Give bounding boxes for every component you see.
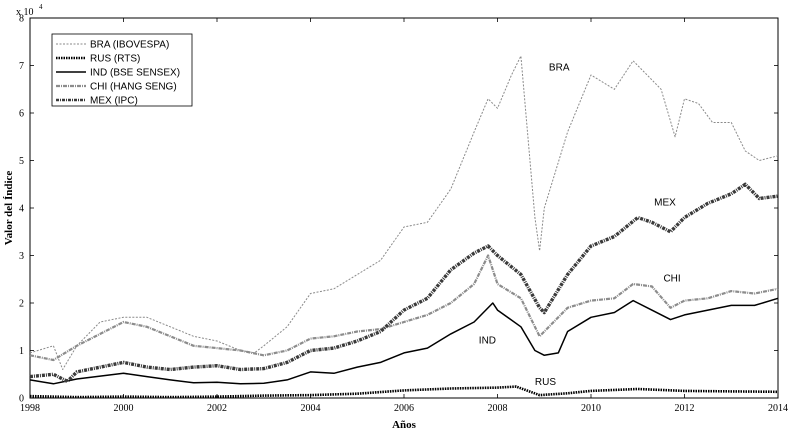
series-line-chi bbox=[29, 254, 779, 362]
y-axis-ticks: 0 1 2 3 4 5 6 7 8 bbox=[19, 14, 778, 405]
y-tick-label: 6 bbox=[19, 109, 24, 120]
annotation-bra: BRA bbox=[549, 62, 570, 73]
legend-label: MEX (IPC) bbox=[90, 96, 138, 107]
legend-label: BRA (IBOVESPA) bbox=[90, 40, 169, 51]
x-tick-label: 2000 bbox=[114, 403, 134, 414]
y-tick-label: 1 bbox=[19, 346, 24, 357]
series-lines bbox=[29, 55, 779, 399]
legend-box bbox=[51, 33, 193, 107]
y-axis-title: Valor del Índice bbox=[3, 171, 15, 246]
series-line-bra bbox=[29, 55, 779, 370]
legend-label: RUS (RTS) bbox=[90, 54, 140, 65]
legend-label: IND (BSE SENSEX) bbox=[90, 68, 180, 79]
annotation-chi: CHI bbox=[663, 274, 680, 285]
annotation-mex: MEX bbox=[654, 198, 676, 209]
y-tick-label: 8 bbox=[19, 14, 24, 25]
y-tick-label: 2 bbox=[19, 299, 24, 310]
x-tick-label: 1998 bbox=[20, 403, 40, 414]
x-axis-title: Años bbox=[392, 419, 417, 431]
y-tick-label: 3 bbox=[19, 251, 24, 262]
series-line-rus bbox=[29, 385, 779, 399]
y-tick-label: 4 bbox=[19, 204, 24, 215]
y-exponent-label: x 10 bbox=[16, 7, 34, 18]
y-tick-label: 0 bbox=[19, 394, 24, 405]
series-line-ind bbox=[29, 297, 779, 385]
x-tick-label: 2008 bbox=[488, 403, 508, 414]
x-tick-label: 2012 bbox=[675, 403, 695, 414]
x-tick-label: 2010 bbox=[581, 403, 601, 414]
y-tick-label: 5 bbox=[19, 156, 24, 167]
x-tick-label: 2014 bbox=[768, 403, 788, 414]
annotation-rus: RUS bbox=[535, 377, 556, 388]
series-annotations: BRA RUS IND CHI MEX bbox=[479, 62, 681, 388]
x-tick-label: 2004 bbox=[301, 403, 321, 414]
x-tick-label: 2002 bbox=[207, 403, 227, 414]
y-tick-label: 7 bbox=[19, 61, 24, 72]
x-tick-label: 2006 bbox=[394, 403, 414, 414]
y-exponent-power: 4 bbox=[39, 3, 43, 11]
legend-label: CHI (HANG SENG) bbox=[90, 82, 177, 93]
x-axis-ticks: 1998 2000 2002 2004 2006 2008 2010 2012 2014 bbox=[20, 18, 788, 414]
legend: BRA (IBOVESPA) RUS (RTS) IND (BSE SENSEX) C… bbox=[51, 33, 193, 107]
annotation-ind: IND bbox=[479, 335, 496, 346]
